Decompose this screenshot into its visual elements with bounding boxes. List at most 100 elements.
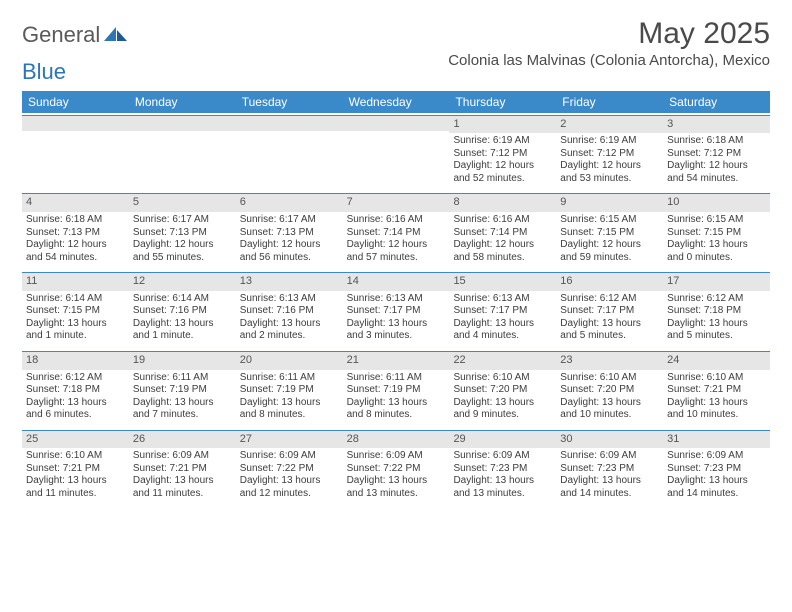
day-number: 21 [343,351,450,370]
day-number: 7 [343,193,450,212]
brand-logo: General [22,18,129,48]
sunrise-text: Sunrise: 6:18 AM [667,135,766,148]
sunset-text: Sunset: 7:22 PM [347,463,446,476]
sunrise-text: Sunrise: 6:10 AM [667,372,766,385]
day-number: 18 [22,351,129,370]
sunset-text: Sunset: 7:21 PM [26,463,125,476]
daylight-text: Daylight: 12 hours and 54 minutes. [667,160,766,185]
sunset-text: Sunset: 7:17 PM [453,305,552,318]
sunset-text: Sunset: 7:20 PM [560,384,659,397]
day-cell: 11Sunrise: 6:14 AMSunset: 7:15 PMDayligh… [22,270,129,349]
week-row: 1Sunrise: 6:19 AMSunset: 7:12 PMDaylight… [22,113,770,192]
day-number: 13 [236,272,343,291]
weeks-container: 1Sunrise: 6:19 AMSunset: 7:12 PMDaylight… [22,113,770,507]
day-number [129,115,236,131]
daylight-text: Daylight: 13 hours and 4 minutes. [453,318,552,343]
sunrise-text: Sunrise: 6:13 AM [453,293,552,306]
day-cell: 13 Sunrise: 6:13 AMSunset: 7:16 PMDayligh… [236,270,343,349]
calendar-grid: Sunday Monday Tuesday Wednesday Thursday… [22,91,770,507]
sunset-text: Sunset: 7:17 PM [347,305,446,318]
sunrise-text: Sunrise: 6:17 AM [240,214,339,227]
sunset-text: Sunset: 7:13 PM [133,227,232,240]
sunrise-text: Sunrise: 6:12 AM [26,372,125,385]
brand-part1: General [22,22,100,48]
weekday-header: Friday [556,91,663,113]
day-cell [129,113,236,192]
sunrise-text: Sunrise: 6:17 AM [133,214,232,227]
day-cell: 21Sunrise: 6:11 AMSunset: 7:19 PMDayligh… [343,349,450,428]
sunrise-text: Sunrise: 6:12 AM [560,293,659,306]
day-cell: 19Sunrise: 6:11 AMSunset: 7:19 PMDayligh… [129,349,236,428]
day-number: 31 [663,430,770,449]
day-number: 1 [449,115,556,134]
sunset-text: Sunset: 7:16 PM [240,305,339,318]
day-number: 25 [22,430,129,449]
daylight-text: Daylight: 13 hours and 11 minutes. [26,475,125,500]
sunset-text: Sunset: 7:15 PM [667,227,766,240]
day-number: 12 [129,272,236,291]
sunset-text: Sunset: 7:17 PM [560,305,659,318]
sunset-text: Sunset: 7:13 PM [240,227,339,240]
weekday-header: Wednesday [343,91,450,113]
sunset-text: Sunset: 7:12 PM [667,148,766,161]
sunrise-text: Sunrise: 6:18 AM [26,214,125,227]
weekday-header: Monday [129,91,236,113]
daylight-text: Daylight: 13 hours and 2 minutes. [240,318,339,343]
day-cell: 3Sunrise: 6:18 AMSunset: 7:12 PMDaylight… [663,113,770,192]
day-cell: 7Sunrise: 6:16 AMSunset: 7:14 PMDaylight… [343,191,450,270]
sunrise-text: Sunrise: 6:14 AM [133,293,232,306]
location-text: Colonia las Malvinas (Colonia Antorcha),… [448,52,770,69]
sunset-text: Sunset: 7:13 PM [26,227,125,240]
sunrise-text: Sunrise: 6:09 AM [347,450,446,463]
daylight-text: Daylight: 13 hours and 8 minutes. [240,397,339,422]
daylight-text: Daylight: 13 hours and 5 minutes. [560,318,659,343]
sunset-text: Sunset: 7:18 PM [667,305,766,318]
sunrise-text: Sunrise: 6:09 AM [560,450,659,463]
day-cell: 14Sunrise: 6:13 AMSunset: 7:17 PMDayligh… [343,270,450,349]
title-block: May 2025 Colonia las Malvinas (Colonia A… [448,18,770,69]
sunset-text: Sunset: 7:16 PM [133,305,232,318]
day-number: 4 [22,193,129,212]
sunrise-text: Sunrise: 6:11 AM [240,372,339,385]
sunrise-text: Sunrise: 6:13 AM [240,293,339,306]
week-row: 4Sunrise: 6:18 AMSunset: 7:13 PMDaylight… [22,191,770,270]
sunset-text: Sunset: 7:23 PM [453,463,552,476]
day-cell: 9Sunrise: 6:15 AMSunset: 7:15 PMDaylight… [556,191,663,270]
sunset-text: Sunset: 7:12 PM [560,148,659,161]
daylight-text: Daylight: 13 hours and 3 minutes. [347,318,446,343]
day-number: 15 [449,272,556,291]
weekday-header: Thursday [449,91,556,113]
day-cell: 30Sunrise: 6:09 AMSunset: 7:23 PMDayligh… [556,428,663,507]
day-number: 27 [236,430,343,449]
day-number: 30 [556,430,663,449]
weekday-header: Tuesday [236,91,343,113]
daylight-text: Daylight: 13 hours and 0 minutes. [667,239,766,264]
sunrise-text: Sunrise: 6:09 AM [133,450,232,463]
daylight-text: Daylight: 12 hours and 52 minutes. [453,160,552,185]
daylight-text: Daylight: 13 hours and 10 minutes. [667,397,766,422]
day-cell: 10 Sunrise: 6:15 AMSunset: 7:15 PMDayligh… [663,191,770,270]
daylight-text: Daylight: 13 hours and 11 minutes. [133,475,232,500]
sunrise-text: Sunrise: 6:09 AM [240,450,339,463]
daylight-text: Daylight: 13 hours and 7 minutes. [133,397,232,422]
day-number: 8 [449,193,556,212]
sunrise-text: Sunrise: 6:14 AM [26,293,125,306]
day-number [343,115,450,131]
day-number: 10 [663,193,770,212]
day-number: 20 [236,351,343,370]
sunrise-text: Sunrise: 6:10 AM [560,372,659,385]
day-cell: 23Sunrise: 6:10 AMSunset: 7:20 PMDayligh… [556,349,663,428]
day-cell: 8Sunrise: 6:16 AMSunset: 7:14 PMDaylight… [449,191,556,270]
day-cell: 20Sunrise: 6:11 AMSunset: 7:19 PMDayligh… [236,349,343,428]
daylight-text: Daylight: 12 hours and 57 minutes. [347,239,446,264]
sunrise-text: Sunrise: 6:16 AM [347,214,446,227]
day-cell [343,113,450,192]
day-cell: 1Sunrise: 6:19 AMSunset: 7:12 PMDaylight… [449,113,556,192]
day-number: 24 [663,351,770,370]
sunrise-text: Sunrise: 6:15 AM [667,214,766,227]
calendar-page: General May 2025 Colonia las Malvinas (C… [0,0,792,516]
daylight-text: Daylight: 13 hours and 6 minutes. [26,397,125,422]
week-row: 18Sunrise: 6:12 AMSunset: 7:18 PMDayligh… [22,349,770,428]
day-number: 6 [236,193,343,212]
daylight-text: Daylight: 13 hours and 12 minutes. [240,475,339,500]
